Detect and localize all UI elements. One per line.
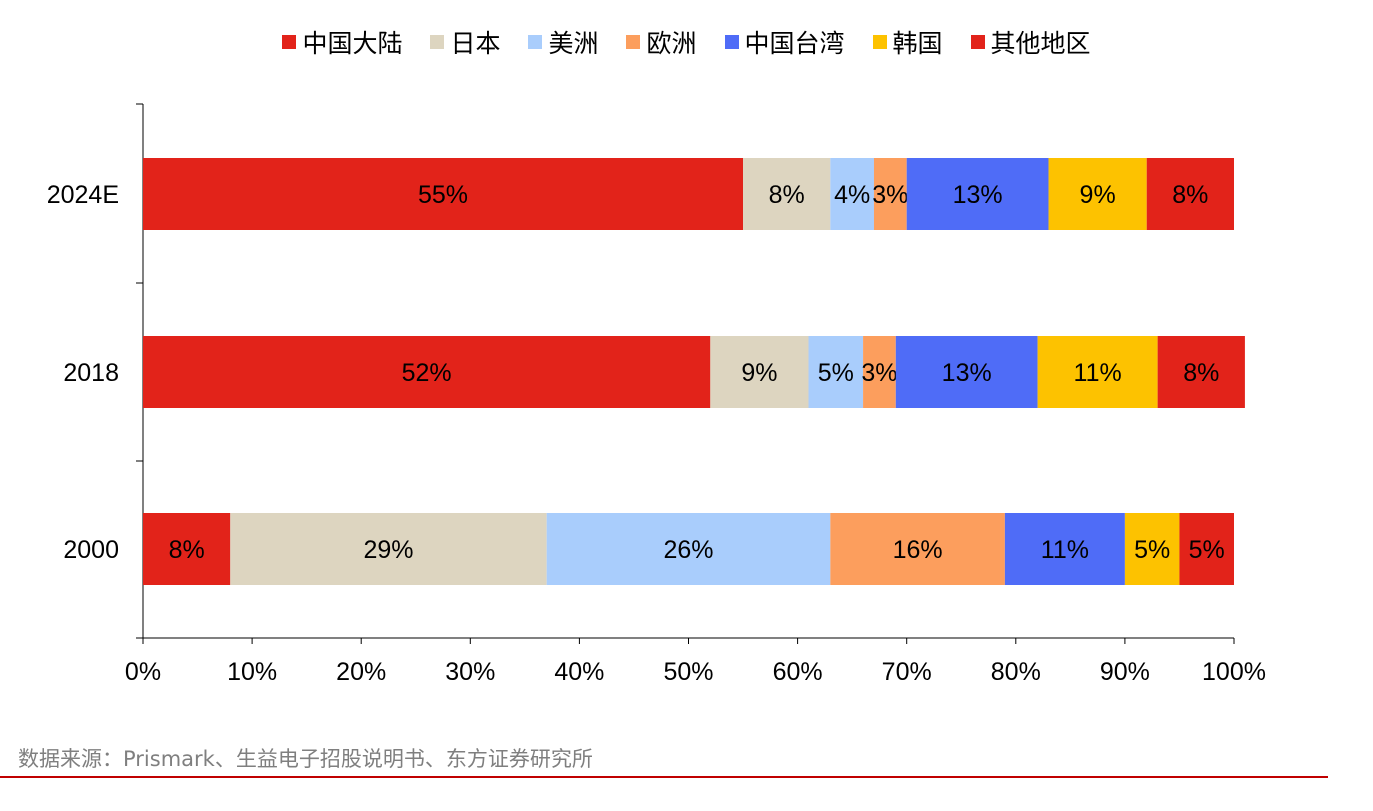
- x-tick-label: 60%: [773, 658, 823, 686]
- bar-segment: [143, 336, 711, 408]
- x-tick-label: 100%: [1202, 658, 1266, 686]
- data-label: 5%: [1134, 536, 1170, 564]
- data-label: 3%: [872, 181, 908, 209]
- data-label: 8%: [769, 181, 805, 209]
- legend-item: 日本: [430, 24, 500, 60]
- legend-item: 其他地区: [970, 24, 1091, 60]
- bar-segment: [1124, 513, 1180, 585]
- bar-segment: [906, 158, 1049, 230]
- chart-legend: 中国大陆 日本 美洲 欧洲 中国台湾 韩国 其他地区: [0, 24, 1373, 60]
- bar-segment: [230, 513, 547, 585]
- legend-item: 美洲: [528, 24, 598, 60]
- bar-segment: [873, 158, 907, 230]
- data-label: 13%: [953, 181, 1003, 209]
- bar-segment: [710, 336, 809, 408]
- x-tick-label: 50%: [663, 658, 713, 686]
- legend-swatch: [430, 35, 445, 49]
- bar-segment: [1037, 336, 1158, 408]
- legend-swatch: [970, 35, 985, 49]
- legend-swatch: [626, 35, 641, 49]
- legend-item: 中国台湾: [724, 24, 845, 60]
- source-note: 数据来源：Prismark、生益电子招股说明书、东方证券研究所: [18, 747, 593, 771]
- data-label: 11%: [1041, 536, 1089, 564]
- y-category-label: 2018: [63, 359, 119, 387]
- legend-label: 其他地区: [990, 29, 1091, 58]
- bar-segment: [895, 336, 1038, 408]
- data-label: 8%: [169, 536, 205, 564]
- bar-segment: [1179, 513, 1234, 585]
- y-category-label: 2024E: [47, 181, 119, 209]
- legend-label: 欧洲: [646, 29, 697, 58]
- legend-item: 欧洲: [626, 24, 697, 60]
- data-label: 13%: [942, 359, 992, 387]
- bar-segment: [1157, 336, 1245, 408]
- bar-segment: [1048, 158, 1147, 230]
- x-tick-label: 10%: [227, 658, 277, 686]
- legend-label: 美洲: [548, 29, 599, 58]
- x-tick-label: 70%: [882, 658, 932, 686]
- x-tick-label: 80%: [991, 658, 1041, 686]
- legend-label: 日本: [450, 29, 501, 58]
- legend-item: 韩国: [872, 24, 943, 60]
- data-label: 8%: [1172, 181, 1208, 209]
- legend-swatch: [528, 35, 543, 49]
- legend-label: 中国台湾: [744, 29, 845, 58]
- data-label: 4%: [834, 181, 870, 209]
- data-label: 9%: [741, 359, 777, 387]
- bar-segment: [830, 158, 874, 230]
- bar-segment: [830, 513, 1005, 585]
- data-label: 9%: [1080, 181, 1116, 209]
- data-label: 52%: [402, 359, 452, 387]
- bar-segment: [743, 158, 831, 230]
- x-tick-label: 20%: [336, 658, 386, 686]
- data-label: 11%: [1074, 359, 1122, 387]
- x-tick-label: 30%: [445, 658, 495, 686]
- legend-label: 中国大陆: [302, 29, 403, 58]
- bar-segment: [863, 336, 896, 408]
- data-label: 5%: [1189, 536, 1225, 564]
- legend-label: 韩国: [892, 29, 943, 58]
- data-label: 8%: [1183, 359, 1219, 387]
- source-divider: [0, 776, 1328, 778]
- legend-swatch: [282, 35, 297, 49]
- y-category-label: 2000: [63, 536, 119, 564]
- data-label: 5%: [818, 359, 854, 387]
- data-label: 29%: [363, 536, 413, 564]
- bar-segment: [143, 513, 231, 585]
- x-tick-label: 40%: [554, 658, 604, 686]
- legend-item: 中国大陆: [282, 24, 402, 60]
- bar-segment: [808, 336, 864, 408]
- legend-swatch: [872, 35, 887, 49]
- stacked-bar-chart: 0% 10% 20% 30% 40% 50% 60% 70% 80% 90% 100% 2024E 20…: [47, 103, 1266, 686]
- x-tick-label: 90%: [1100, 658, 1150, 686]
- data-label: 3%: [861, 359, 897, 387]
- data-label: 26%: [663, 536, 713, 564]
- legend-swatch: [724, 35, 739, 49]
- bar-segment: [546, 513, 831, 585]
- data-label: 16%: [893, 536, 943, 564]
- bar-segment: [143, 158, 744, 230]
- data-label: 55%: [418, 181, 468, 209]
- bar-segment: [1004, 513, 1125, 585]
- x-tick-label: 0%: [125, 658, 161, 686]
- bar-segment: [1146, 158, 1234, 230]
